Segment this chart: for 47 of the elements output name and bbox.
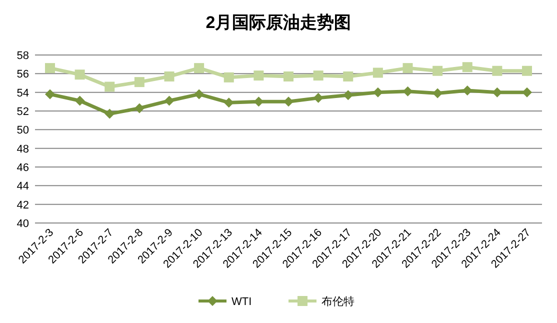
point (194, 63, 204, 74)
point (134, 77, 144, 88)
point (343, 71, 354, 82)
point (104, 108, 115, 119)
point (313, 92, 324, 103)
y-tick-label: 52 (16, 106, 29, 118)
point (224, 72, 234, 82)
point (134, 103, 144, 114)
point (254, 96, 264, 107)
point (462, 62, 472, 72)
point (313, 70, 324, 81)
y-tick-label: 50 (16, 124, 29, 137)
legend-label: WTI (232, 296, 252, 308)
point (402, 63, 413, 74)
point (492, 66, 502, 76)
point (343, 90, 354, 100)
point (254, 70, 264, 81)
legend-label: 布伦特 (322, 296, 354, 308)
point (432, 88, 443, 98)
point (224, 98, 234, 108)
point (284, 96, 294, 107)
point (164, 96, 174, 106)
chart-title: 2月国际原油走势图 (206, 13, 352, 32)
point (372, 87, 383, 98)
y-tick-label: 48 (16, 143, 29, 156)
point (74, 70, 85, 80)
point (194, 89, 204, 100)
y-tick-label: 40 (16, 218, 29, 230)
point (284, 71, 294, 82)
point (45, 63, 55, 74)
point (372, 68, 383, 78)
point (492, 87, 502, 98)
y-tick-label: 56 (16, 68, 29, 81)
point (522, 87, 532, 98)
y-tick-label: 46 (16, 162, 29, 174)
point (522, 66, 532, 76)
point (104, 82, 115, 92)
y-tick-label: 58 (16, 50, 29, 62)
point (164, 71, 174, 82)
point (45, 89, 55, 100)
point (74, 96, 85, 106)
y-tick-label: 42 (16, 199, 29, 212)
y-tick-label: 44 (16, 180, 29, 193)
y-tick-label: 54 (16, 87, 29, 100)
point (432, 66, 443, 76)
point (462, 85, 472, 96)
point (402, 86, 413, 96)
